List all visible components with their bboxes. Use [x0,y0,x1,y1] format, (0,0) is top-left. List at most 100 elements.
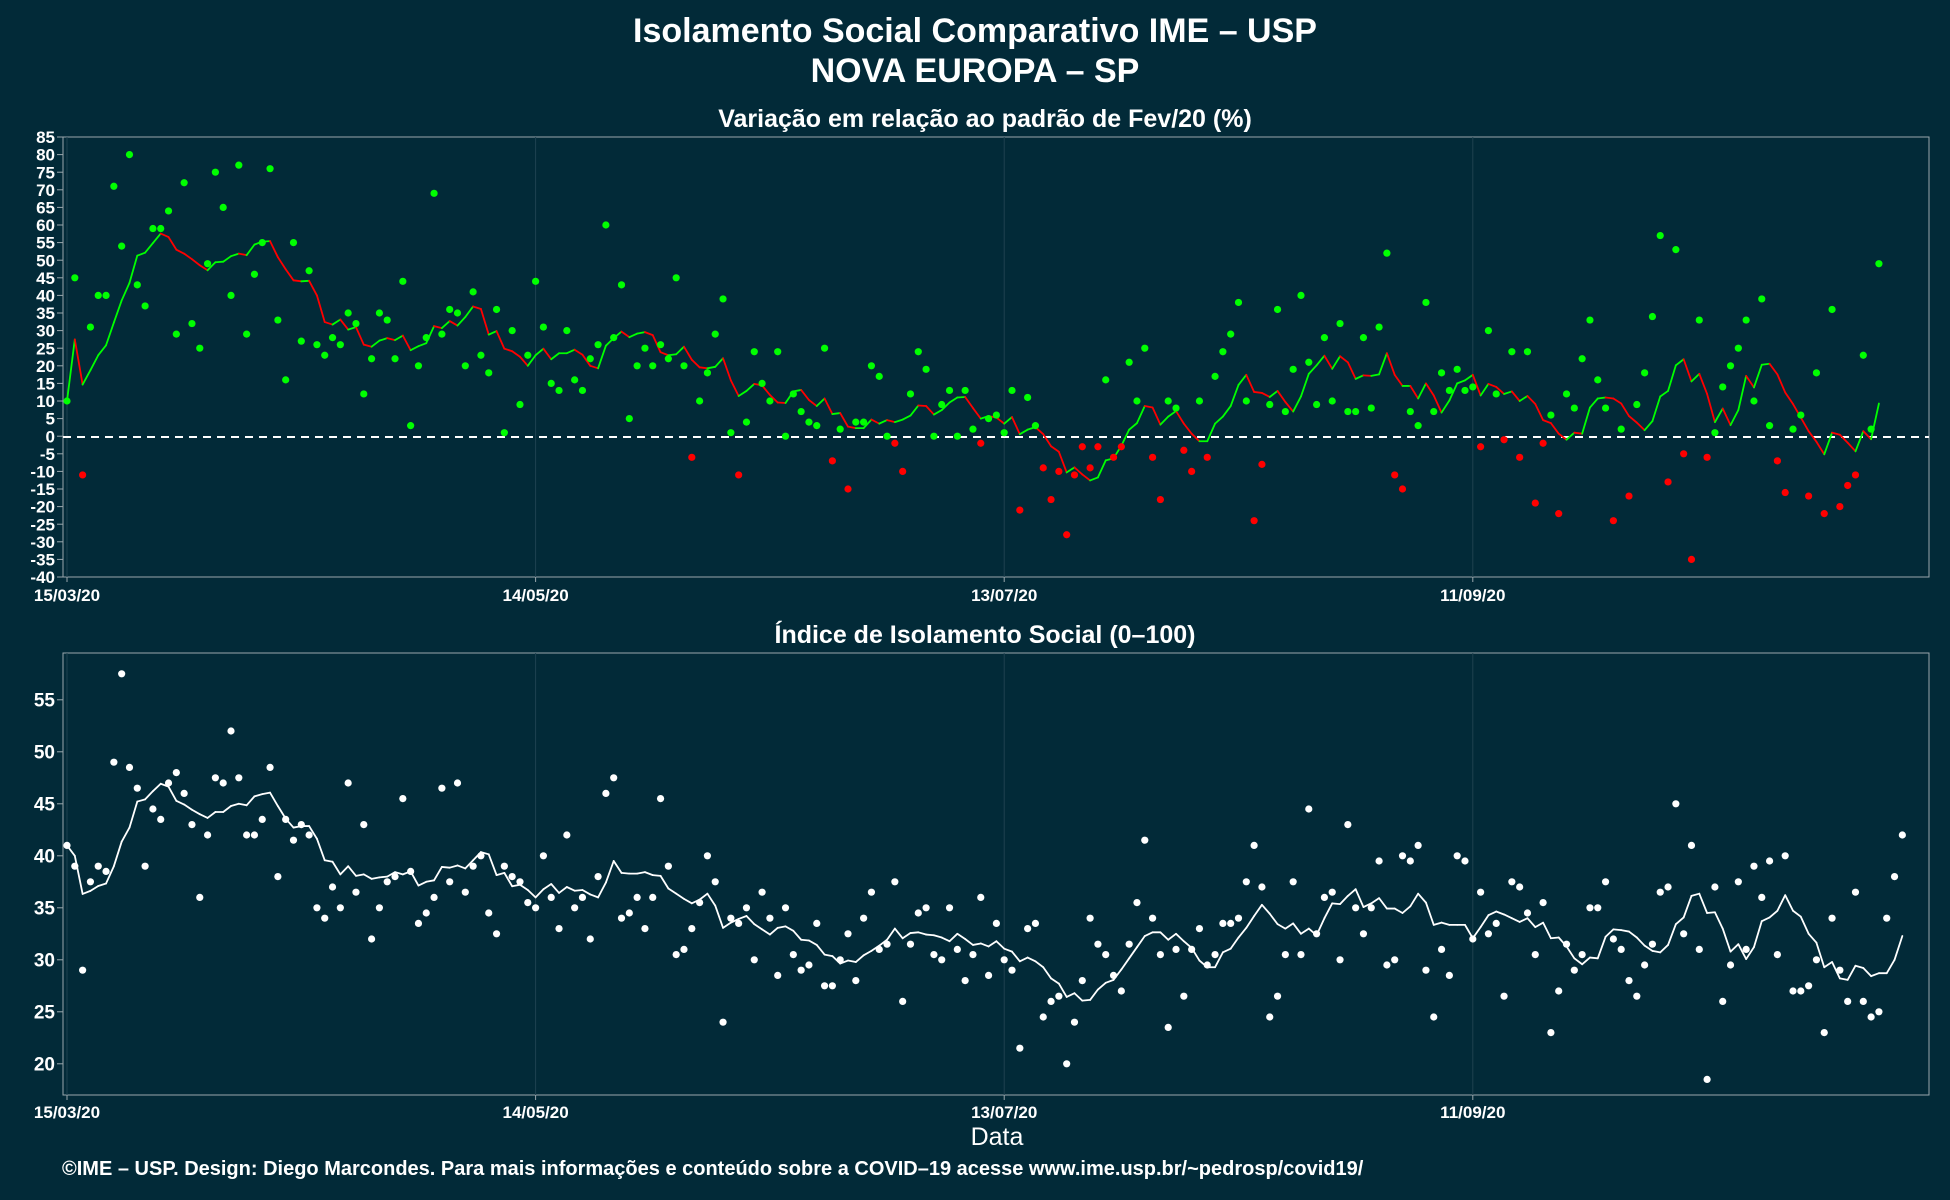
moving-average-segment [347,865,357,877]
moving-average-segment [808,399,818,407]
moving-average-segment [526,354,537,367]
data-point [1851,888,1860,896]
moving-average-segment [1503,390,1513,395]
y-tick-label: 0 [46,427,55,446]
data-point [1664,883,1672,891]
moving-average-segment [698,366,709,370]
data-point [344,779,352,787]
y-tick-label: 25 [36,339,55,358]
data-point [1266,1013,1274,1021]
data-point [1344,407,1352,416]
moving-average-segment [870,418,881,425]
moving-average-segment [503,347,514,353]
moving-average-segment [1018,956,1029,963]
moving-average-segment [394,871,404,876]
moving-average-segment [1690,892,1701,897]
data-point [219,203,227,211]
moving-average-segment [1151,406,1162,426]
moving-average-segment [1432,921,1443,926]
moving-average-segment [1011,950,1021,963]
variation-points [63,151,1883,564]
data-point [914,909,922,917]
moving-average-segment [308,279,318,297]
data-point [1828,305,1836,314]
data-point [1172,945,1180,954]
moving-average-segment [1768,909,1779,919]
moving-average-segment [534,888,545,899]
moving-average-segment [1143,931,1154,937]
data-point [852,418,860,426]
moving-average-segment [245,795,256,807]
moving-average-segment [1495,386,1505,395]
data-point [391,355,399,363]
data-point [1555,510,1563,518]
moving-average-segment [933,409,943,416]
data-point [508,327,516,335]
data-point [969,425,977,433]
data-point [860,418,868,426]
data-point [485,909,493,917]
moving-average-segment [722,357,732,382]
data-point [1711,429,1719,437]
data-point [1726,961,1735,969]
moving-average-segment [1440,399,1451,414]
data-point [328,883,337,891]
x-tick-label: 14/05/20 [503,586,569,605]
data-point [1195,397,1204,405]
moving-average-segment [487,853,498,877]
moving-average-segment [644,331,654,337]
moving-average-segment [823,953,834,957]
moving-average-segment [1065,466,1076,474]
moving-average-segment [1456,379,1466,385]
data-point [1359,334,1368,342]
data-point [305,267,313,275]
data-point [1156,495,1164,504]
data-point [719,1018,727,1026]
moving-average-segment [1065,992,1076,998]
moving-average-segment [1542,419,1552,425]
moving-average-segment [386,337,396,342]
data-point [1258,883,1266,891]
data-point [94,862,102,870]
moving-average-segment [253,793,264,798]
y-tick-label: 55 [36,234,55,253]
y-tick-label: 70 [36,181,55,200]
moving-average-segment [745,915,756,926]
moving-average-segment [893,927,904,940]
moving-average-segment [1823,961,1833,969]
data-point [266,165,274,173]
moving-average-segment [1526,395,1537,405]
data-point [235,161,243,169]
moving-average-segment [1073,992,1084,1002]
moving-average-segment [1432,394,1443,414]
data-point [313,904,321,912]
moving-average-segment [1846,964,1857,981]
data-point [547,893,555,902]
y-tick-label: 5 [46,410,55,429]
data-point [789,951,797,959]
data-point [1172,404,1180,412]
y-tick-label: -15 [30,480,55,499]
data-point [1547,411,1555,419]
moving-average-segment [1534,403,1544,422]
moving-average-segment [1237,926,1248,939]
data-point [79,471,87,479]
moving-average-segment [1682,358,1693,383]
data-point [157,815,165,824]
moving-average-segment [308,825,318,840]
moving-average-segment [230,802,240,807]
data-point [422,909,430,917]
moving-average-segment [417,342,428,348]
variation-plot-area [62,136,1930,578]
data-point [1430,407,1438,416]
data-point [328,334,337,342]
data-point [547,379,555,387]
data-point [430,893,438,902]
moving-average-segment [706,365,717,370]
y-tick-label: 25 [34,1003,56,1024]
moving-average-segment [1862,430,1873,441]
data-point [852,977,860,985]
data-point [321,914,329,922]
data-point [1102,951,1110,959]
moving-average-segment [191,808,201,816]
